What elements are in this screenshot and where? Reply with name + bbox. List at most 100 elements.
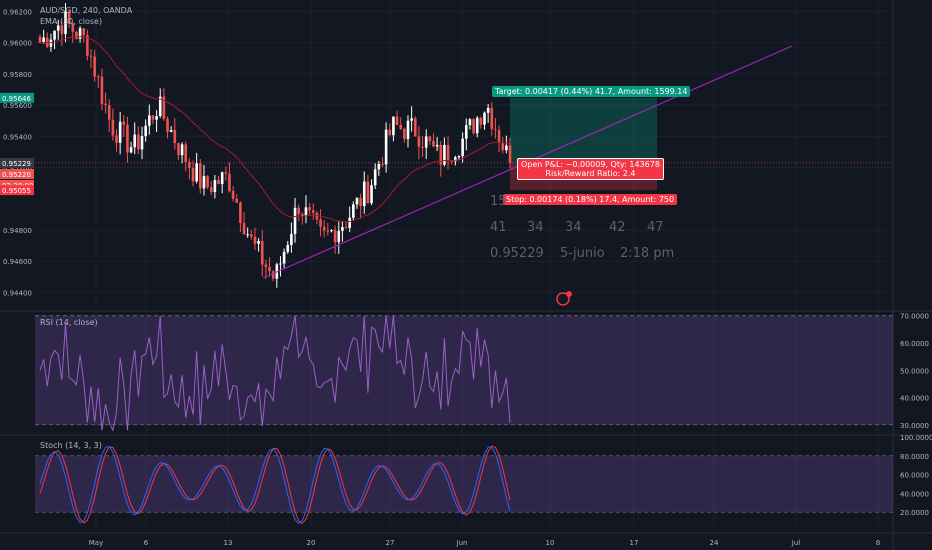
candle-body [377, 163, 381, 170]
symbol-title: AUD/SGD, 240, OANDA [40, 6, 133, 15]
time-tick-label: 17 [630, 539, 639, 547]
candle-body [505, 145, 508, 151]
candle-body [239, 202, 242, 223]
candle-body [180, 144, 184, 156]
candle-body [78, 28, 82, 39]
candle-body [424, 136, 428, 148]
candle-body [220, 172, 224, 185]
stoch-legend: Stoch (14, 3, 3) [40, 441, 102, 450]
candle-body [257, 240, 260, 244]
rsi-legend: RSI (14, close) [40, 318, 98, 327]
candle-body [432, 141, 435, 147]
candle-body [184, 144, 188, 163]
current-price-tag-bg [0, 157, 34, 168]
target-label[interactable]: Target: 0.00417 (0.44%) 41.7, Amount: 15… [492, 86, 691, 97]
candle-body [392, 116, 395, 136]
candle-body [213, 180, 217, 193]
candle-body [140, 136, 144, 150]
candle-body [301, 214, 304, 216]
candle-body [362, 181, 366, 207]
candle-body [122, 121, 126, 125]
candle-body [89, 55, 93, 57]
candle-body [450, 160, 454, 162]
candle-body [297, 207, 300, 215]
note-time: 2:18 pm [620, 246, 675, 261]
current-price-tag-2-bg [0, 168, 34, 179]
candle-body [475, 117, 479, 134]
candle-body [457, 156, 461, 158]
candle-body [333, 230, 337, 243]
current-price-tag: 0.95229 [2, 160, 31, 168]
note-row1: 15 [490, 194, 507, 209]
candle-body [231, 191, 235, 199]
candle-body [235, 198, 239, 203]
candle-body [86, 35, 89, 56]
candle-body [381, 163, 384, 165]
note-date: 5-junio [560, 246, 605, 261]
stoch-band [35, 455, 893, 513]
candle-body [166, 118, 169, 132]
note-row2-a: 41 [490, 220, 507, 235]
stop-price-tag-bg [0, 185, 34, 196]
candle-body [286, 245, 290, 252]
candle-body [129, 147, 133, 153]
rsi-line [39, 315, 511, 432]
stoch-tick-label: 40.0000 [900, 490, 929, 498]
candle-body [359, 197, 362, 207]
rsi-tick-label: 60.0000 [900, 340, 929, 348]
candle-body [406, 120, 410, 140]
candle-body [384, 129, 388, 165]
candle-body [253, 236, 257, 244]
open-pnl-label[interactable]: Open P&L: −0.00009, Qty: 143678 Risk/Rew… [517, 158, 664, 180]
candle-body [322, 226, 326, 231]
candle-body [100, 76, 104, 104]
candle-body [64, 11, 67, 35]
candle-body [428, 136, 432, 142]
candle-body [224, 172, 228, 174]
target-price-tag: 0.95646 [2, 95, 31, 103]
candle-body [107, 105, 111, 120]
candle-body [464, 125, 468, 139]
candle-body [344, 227, 348, 229]
candle-body [133, 134, 137, 148]
candle-body [217, 180, 220, 185]
rsi-band [35, 315, 893, 425]
stop-label[interactable]: Stop: 0.00174 (0.18%) 17.4, Amount: 750 [503, 194, 678, 205]
candle-body [348, 217, 351, 228]
candle-body [137, 134, 140, 150]
time-tick-label: 24 [710, 539, 719, 547]
price-tick-label: 0.95400 [3, 133, 32, 141]
candle-body [370, 185, 373, 204]
price-tick-label: 0.95200 [3, 164, 32, 172]
candle-body [93, 56, 96, 77]
candle-body [443, 144, 446, 165]
candle-body [337, 230, 341, 243]
candle-body [479, 117, 483, 125]
stoch-d-line [39, 445, 511, 525]
rsi-tick-label: 30.0000 [900, 422, 929, 430]
candle-body [308, 207, 311, 211]
note-row2-e: 47 [647, 220, 664, 235]
candle-body [399, 125, 402, 129]
candle-body [75, 31, 78, 39]
candle-body [242, 222, 246, 235]
candle-body [96, 76, 100, 78]
note-price: 0.95229 [490, 246, 544, 261]
rsi-tick-label: 50.0000 [900, 367, 929, 375]
time-tick-label: 20 [307, 539, 316, 547]
candle-body [468, 119, 472, 126]
candle-body [304, 207, 308, 216]
rsi-tick-label: 40.0000 [900, 395, 929, 403]
candle-body [421, 146, 424, 148]
candle-body [209, 187, 213, 193]
price-tick-label: 0.94800 [3, 227, 32, 235]
countdown-tag-bg [0, 179, 34, 190]
rsi-tick-label: 70.0000 [900, 313, 929, 321]
time-tick-label: 27 [386, 539, 395, 547]
candle-body [148, 115, 151, 126]
time-tick-label: 10 [546, 539, 555, 547]
candle-body [118, 121, 122, 143]
candle-body [439, 144, 443, 165]
price-tick-label: 0.96200 [3, 8, 32, 16]
